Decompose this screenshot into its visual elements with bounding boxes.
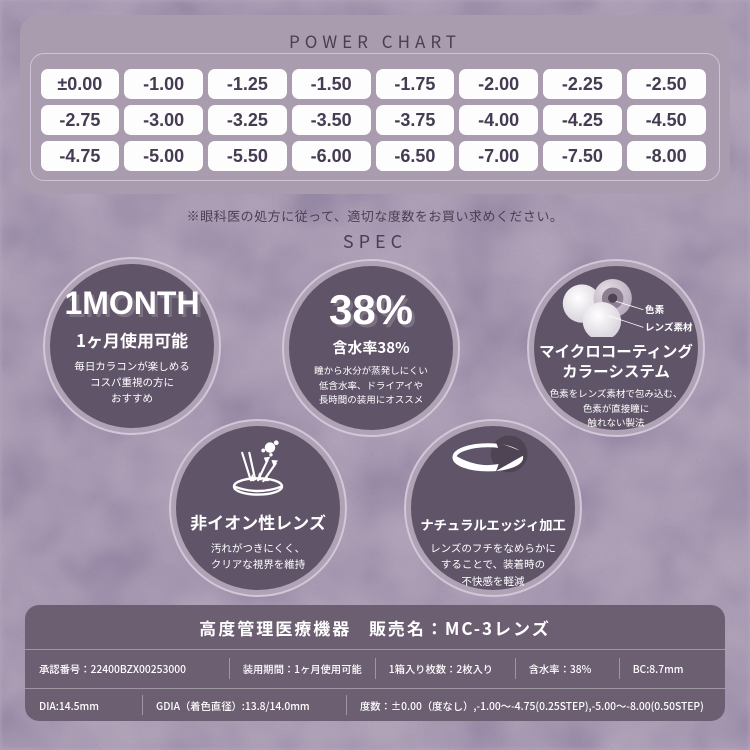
- svg-text:レンズ素材: レンズ素材: [644, 319, 692, 333]
- svg-text:色素: 色素: [644, 302, 664, 316]
